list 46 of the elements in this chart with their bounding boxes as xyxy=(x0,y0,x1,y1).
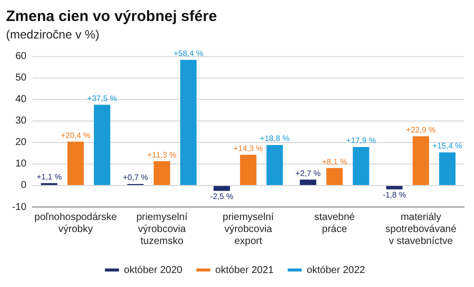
data-label: +14,3 % xyxy=(233,144,264,153)
data-label: +37,5 % xyxy=(87,94,117,104)
bar xyxy=(412,136,430,185)
bar xyxy=(352,146,370,185)
legend-label: október 2022 xyxy=(306,264,366,276)
bar xyxy=(94,104,110,185)
y-tick-label: 40 xyxy=(15,94,27,106)
y-tick-label: 60 xyxy=(15,51,27,62)
chart-subtitle: (medziročne v %) xyxy=(6,28,100,42)
bar xyxy=(266,145,283,185)
bar xyxy=(439,152,456,185)
y-tick-label: 0 xyxy=(20,180,27,192)
legend-label: október 2021 xyxy=(215,264,274,276)
data-label: -2,5 % xyxy=(210,192,234,202)
data-label: +2,7 % xyxy=(295,168,321,178)
data-label: +15,4 % xyxy=(432,142,462,151)
bar xyxy=(154,161,170,185)
data-label: +1,1 % xyxy=(36,172,62,182)
y-tick-label: 20 xyxy=(15,137,27,148)
y-tick-label: 10 xyxy=(15,158,27,170)
bar xyxy=(67,142,84,185)
chart-title: Zmena cien vo výrobnej sfére xyxy=(6,8,217,26)
data-label: +11,3 % xyxy=(147,150,176,160)
legend-label: október 2020 xyxy=(124,264,183,276)
bar xyxy=(240,154,256,185)
y-tick-label: 50 xyxy=(15,72,27,84)
bar xyxy=(386,186,403,190)
x-tick-label: materiály spotrebovávané v stavebníctve xyxy=(385,212,457,247)
data-label: +17,9 % xyxy=(346,136,376,146)
data-label: +58,4 % xyxy=(174,49,204,58)
data-label: +18,8 % xyxy=(260,134,290,144)
data-label: +20,4 % xyxy=(60,130,90,140)
bar xyxy=(326,168,343,185)
data-label: +0,7 % xyxy=(122,173,148,182)
y-tick-label: -10 xyxy=(12,202,27,213)
bar xyxy=(214,186,230,191)
bar xyxy=(180,60,197,185)
x-tick-label: poľnohospodárske výrobky xyxy=(34,212,118,235)
data-label: +8,1 % xyxy=(322,157,348,166)
y-tick-label: 30 xyxy=(15,116,27,127)
data-label: -1,8 % xyxy=(382,190,406,200)
x-tick-label: priemyselní výrobcovia tuzemsko xyxy=(136,212,188,247)
bar xyxy=(300,180,316,185)
x-tick-label: stavebné práce xyxy=(314,212,356,235)
x-tick-label: priemyselní výrobcovia export xyxy=(222,212,274,247)
data-label: +22,9 % xyxy=(406,125,436,134)
